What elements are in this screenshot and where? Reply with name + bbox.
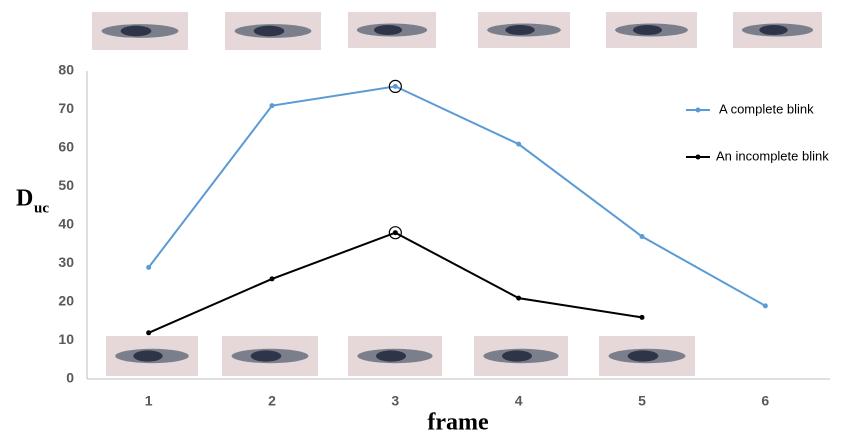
x-tick-label: 1 bbox=[145, 393, 153, 409]
eye-iris bbox=[632, 24, 663, 36]
y-tick-label: 50 bbox=[58, 177, 74, 193]
y-axis-label-sub: uc bbox=[34, 200, 49, 216]
eye-image bbox=[478, 12, 570, 48]
y-tick-label: 30 bbox=[58, 254, 74, 270]
x-axis-label: frame bbox=[427, 410, 489, 436]
legend-label: An incomplete blink bbox=[716, 148, 829, 163]
eye-image bbox=[348, 336, 442, 376]
eye-iris bbox=[501, 350, 533, 362]
point bbox=[392, 230, 398, 236]
y-tick-label: 20 bbox=[58, 293, 74, 309]
legend-marker bbox=[695, 107, 701, 113]
point bbox=[146, 330, 152, 336]
point bbox=[516, 141, 522, 147]
peak-highlight bbox=[388, 79, 402, 94]
x-tick-label: 5 bbox=[638, 393, 646, 409]
point bbox=[762, 303, 768, 309]
point bbox=[146, 264, 152, 270]
y-tick-label: 0 bbox=[66, 370, 74, 386]
y-tick-label: 40 bbox=[58, 216, 74, 232]
series-line bbox=[147, 85, 766, 307]
legend-label: A complete blink bbox=[719, 101, 814, 116]
point bbox=[516, 295, 522, 301]
eye-image bbox=[599, 336, 695, 376]
eye-image bbox=[92, 12, 188, 50]
eye-image bbox=[106, 336, 198, 376]
point bbox=[269, 103, 275, 109]
point bbox=[392, 83, 398, 89]
point bbox=[269, 276, 275, 282]
eye-iris bbox=[373, 24, 403, 36]
point bbox=[639, 314, 645, 320]
eye-iris bbox=[759, 24, 788, 36]
eye-iris bbox=[133, 350, 163, 362]
x-tick-label: 4 bbox=[515, 393, 523, 409]
eye-iris bbox=[250, 350, 282, 362]
peak-highlight bbox=[388, 226, 402, 240]
eye-image bbox=[474, 336, 568, 376]
y-tick-label: 60 bbox=[58, 139, 74, 155]
eye-image bbox=[348, 12, 436, 48]
x-tick-label: 2 bbox=[268, 393, 276, 409]
series-line bbox=[148, 231, 643, 334]
eye-iris bbox=[375, 350, 407, 362]
x-tick-label: 3 bbox=[391, 393, 399, 409]
eye-iris bbox=[253, 25, 285, 37]
y-axis-label: D bbox=[16, 186, 33, 212]
eye-iris bbox=[505, 24, 535, 36]
y-tick-label: 10 bbox=[58, 331, 74, 347]
eye-image bbox=[225, 12, 321, 50]
eye-image bbox=[733, 12, 822, 48]
x-tick-label: 6 bbox=[761, 393, 769, 409]
y-tick-label: 80 bbox=[58, 62, 74, 78]
eye-iris bbox=[627, 350, 659, 362]
legend-marker bbox=[695, 154, 701, 160]
point bbox=[639, 234, 645, 240]
y-tick-label: 70 bbox=[58, 100, 74, 116]
eye-image bbox=[606, 12, 697, 48]
eye-iris bbox=[120, 25, 152, 37]
eye-image bbox=[222, 336, 318, 376]
